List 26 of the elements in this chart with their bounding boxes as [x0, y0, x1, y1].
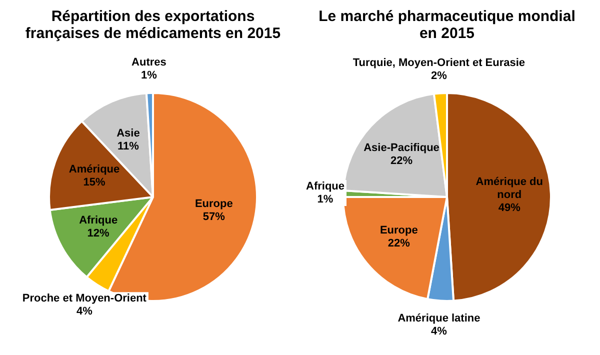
- data-label: 15%: [83, 176, 106, 188]
- slice-label: Afrique: [306, 180, 344, 193]
- chart-title: Le marché pharmaceutique mondial en 2015: [318, 8, 576, 44]
- data-label: 49%: [498, 202, 521, 214]
- chart-title: Répartition des exportations françaises de médicaments en 2015: [24, 8, 282, 44]
- slice-label: Europe: [194, 198, 233, 210]
- data-label: 57%: [202, 211, 226, 224]
- slice-label: Autres: [132, 56, 166, 69]
- slice-label: Asie-Pacifique: [364, 142, 440, 154]
- data-label: 1%: [141, 70, 158, 82]
- slice-label: Europe: [380, 224, 418, 236]
- data-label: 4%: [76, 306, 93, 318]
- slice-label: Asie: [116, 127, 140, 140]
- slice-label: Amérique latine: [398, 312, 480, 324]
- slice-label: Amérique du nord: [476, 176, 543, 202]
- slice-label: Afrique: [79, 214, 118, 227]
- slice-label: Amérique: [68, 163, 120, 176]
- slice-label: Proche et Moyen-Orient: [22, 292, 147, 305]
- data-label: 22%: [390, 154, 413, 167]
- data-label: 22%: [388, 237, 410, 250]
- data-label: 11%: [118, 140, 140, 152]
- data-label: 4%: [431, 325, 448, 338]
- data-label: 2%: [431, 70, 448, 82]
- slice-label: Turquie, Moyen-Orient et Eurasie: [352, 56, 526, 69]
- data-label: 12%: [87, 228, 110, 240]
- data-label: 1%: [317, 194, 334, 206]
